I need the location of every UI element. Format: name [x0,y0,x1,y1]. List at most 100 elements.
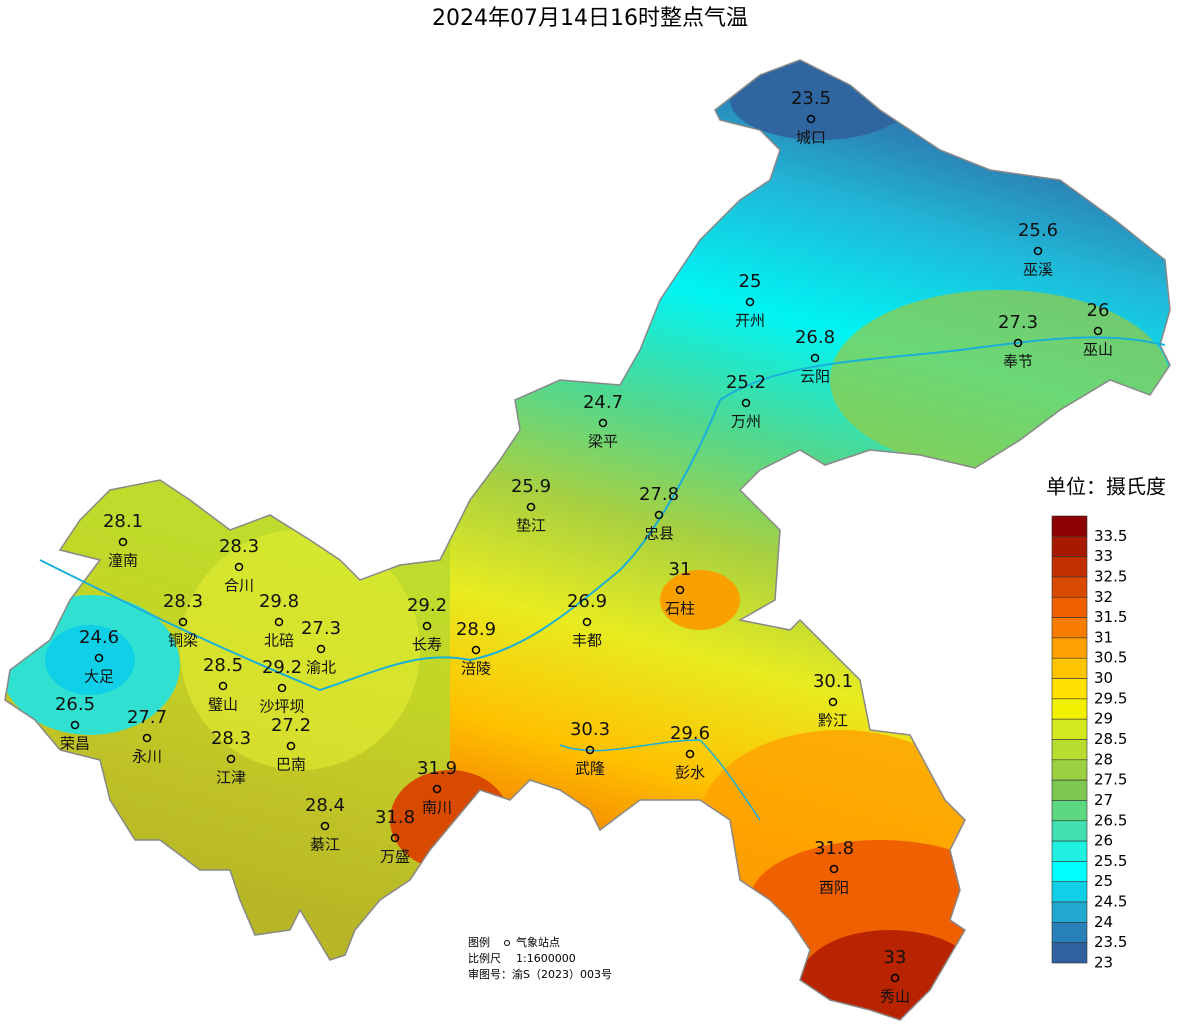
legend-label: 31.5 [1094,608,1127,626]
legend-swatch [1051,820,1088,842]
station [316,644,326,654]
station [274,617,284,627]
station [234,562,244,572]
station-value: 25.2 [726,372,766,393]
station [1033,246,1043,256]
station-value: 29.8 [259,591,299,612]
station-name: 梁平 [588,433,618,451]
legend-swatch [1051,840,1088,862]
legend-label: 29.5 [1094,689,1127,707]
note: 1:1600000 [516,952,576,965]
legend-swatch [1051,617,1088,639]
station [829,864,839,874]
legend-swatch [1051,678,1088,700]
station-value: 26.9 [567,591,607,612]
legend-swatch [1051,922,1088,943]
station-name: 开州 [735,312,765,330]
station-name: 彭水 [675,764,705,782]
station-value: 30.1 [813,671,853,692]
station [806,114,816,124]
station [432,784,442,794]
station-name: 沙坪坝 [259,698,304,716]
station-name: 巫溪 [1023,261,1053,279]
station [471,645,481,655]
station-name: 江津 [216,769,246,787]
legend-swatch [1051,596,1088,618]
station [526,502,536,512]
legend-swatch [1051,657,1088,679]
station-value: 29.6 [670,723,710,744]
station-name: 秀山 [880,988,910,1006]
legend-label: 29 [1094,710,1113,728]
legend-label: 33.5 [1094,527,1127,545]
station [286,741,296,751]
station [810,353,820,363]
station-value: 29.2 [407,595,447,616]
legend-label: 30 [1094,669,1113,687]
legend-label: 27 [1094,791,1113,809]
station [118,537,128,547]
station-value: 27.3 [301,618,341,639]
station-name: 云阳 [800,368,830,386]
station-value: 23.5 [791,88,831,109]
station [422,621,432,631]
station-name: 武隆 [575,760,605,778]
legend-label: 27.5 [1094,771,1127,789]
legend-label: 25 [1094,872,1113,890]
station-name: 合川 [224,577,254,595]
station [94,653,104,663]
station-name: 石柱 [665,600,695,618]
legend-label: 31 [1094,628,1113,646]
station-value: 31.9 [417,758,457,779]
legend-swatch [1051,637,1088,659]
station-value: 27.3 [998,312,1038,333]
station-name: 巫山 [1083,341,1113,359]
legend-swatch [1051,800,1088,822]
station-value: 26 [1087,300,1110,321]
station [582,617,592,627]
station-value: 31.8 [814,838,854,859]
legend-label: 26 [1094,832,1113,850]
station [585,745,595,755]
station [142,733,152,743]
station-name: 綦江 [310,836,340,854]
legend-label: 26.5 [1094,811,1127,829]
station-name: 万盛 [380,848,410,866]
legend-title: 单位：摄氏度 [1046,475,1166,499]
station [218,681,228,691]
station-value: 24.6 [79,627,119,648]
station-value: 28.3 [219,536,259,557]
station-value: 29.2 [262,657,302,678]
station-name: 丰都 [572,632,602,650]
station-value: 27.8 [639,484,679,505]
station-value: 28.3 [163,591,203,612]
station-name: 大足 [84,668,114,686]
station [745,297,755,307]
station [675,585,685,595]
station-name: 涪陵 [461,660,491,678]
station-value: 31.8 [375,807,415,828]
station [1013,338,1023,348]
legend-swatch [1051,739,1088,761]
legend-swatch [1051,576,1088,598]
legend-swatch [1051,759,1088,781]
station-name: 长寿 [412,636,442,654]
station [741,398,751,408]
note: 审图号：渝S（2023）003号 [468,967,612,981]
station-name: 荣昌 [60,735,90,753]
river [559,739,761,821]
station-value: 26.5 [55,694,95,715]
legend-swatch [1051,536,1088,557]
legend-swatch [1051,556,1088,578]
station-value: 28.5 [203,655,243,676]
note: 气象站点 [516,935,560,949]
legend-swatch [1051,779,1088,801]
legend-label: 23 [1094,954,1113,972]
station-name: 城口 [796,129,826,147]
station [828,697,838,707]
station [685,749,695,759]
note: 比例尺 [468,951,501,965]
station [1093,326,1103,336]
station-name: 巴南 [276,756,306,774]
legend-label: 23.5 [1094,933,1127,951]
